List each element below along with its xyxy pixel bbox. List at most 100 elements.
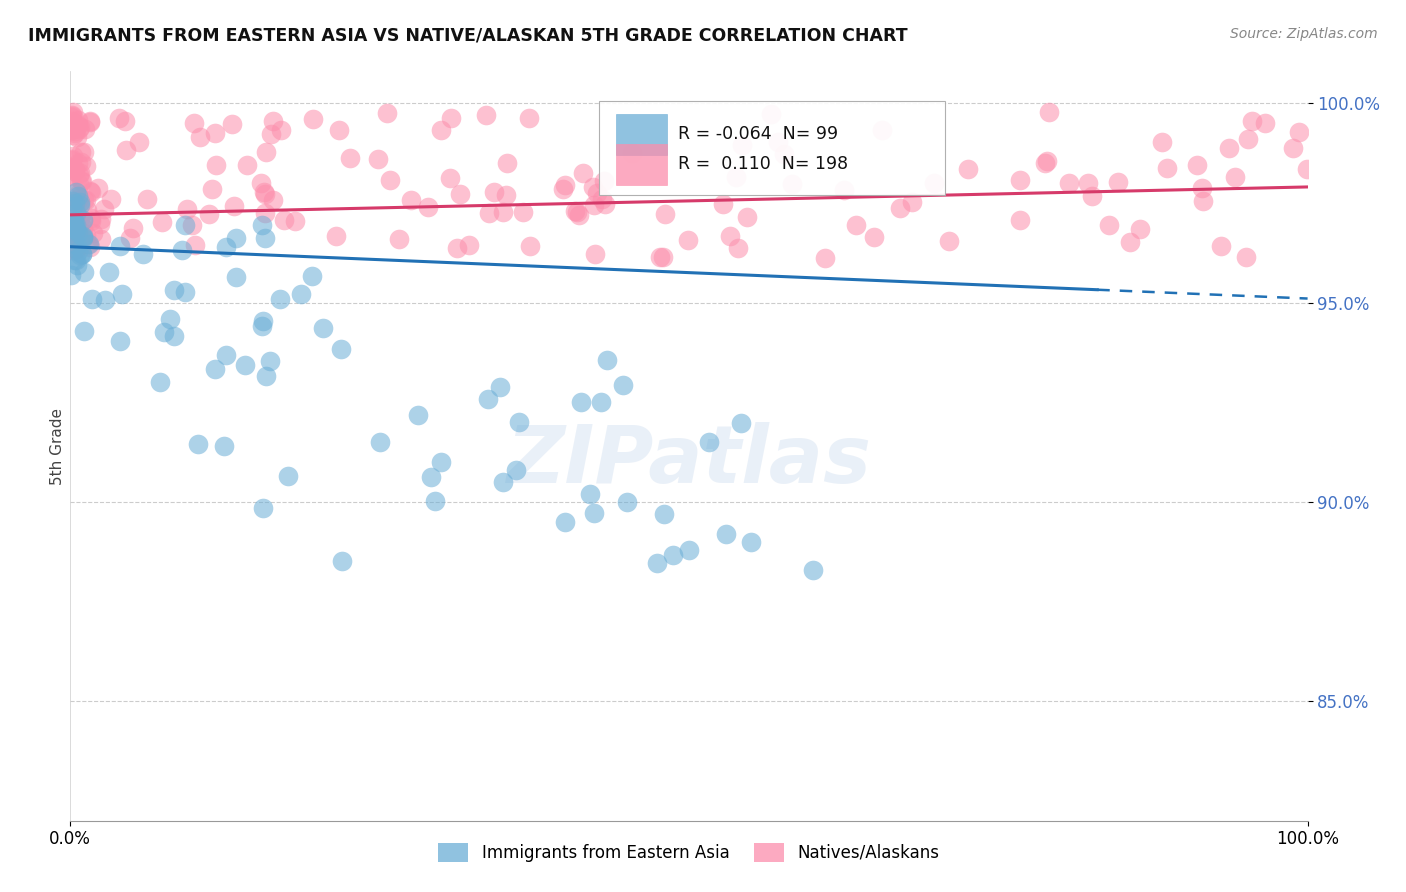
Point	[67, 155, 90, 169]
Point	[63, 161, 86, 176]
Point	[801, 563, 824, 577]
Point	[654, 207, 676, 221]
Point	[108, 334, 131, 348]
Point	[65, 196, 87, 211]
Point	[62, 149, 84, 163]
Point	[1008, 173, 1031, 187]
Point	[66, 118, 89, 132]
Point	[60, 220, 83, 235]
Point	[66, 244, 89, 259]
Text: IMMIGRANTS FROM EASTERN ASIA VS NATIVE/ALASKAN 5TH GRADE CORRELATION CHART: IMMIGRANTS FROM EASTERN ASIA VS NATIVE/A…	[28, 27, 908, 45]
Point	[201, 182, 224, 196]
Point	[253, 185, 276, 199]
Point	[260, 127, 283, 141]
Point	[446, 241, 468, 255]
Point	[135, 192, 157, 206]
Point	[65, 223, 87, 237]
Point	[65, 243, 87, 257]
Point	[1107, 175, 1129, 189]
Point	[79, 240, 101, 254]
Point	[1218, 140, 1240, 154]
Point	[114, 114, 136, 128]
Point	[62, 202, 84, 216]
Point	[652, 507, 675, 521]
Point	[153, 325, 176, 339]
Point	[901, 195, 924, 210]
Point	[60, 236, 83, 251]
Point	[551, 182, 574, 196]
Point	[204, 362, 226, 376]
Point	[339, 152, 361, 166]
Point	[648, 250, 671, 264]
Point	[565, 204, 588, 219]
Point	[69, 166, 91, 180]
Point	[1240, 114, 1263, 128]
Point	[172, 243, 194, 257]
Point	[215, 240, 238, 254]
Point	[163, 283, 186, 297]
Point	[62, 164, 84, 178]
Point	[70, 247, 93, 261]
Point	[730, 416, 752, 430]
Point	[62, 243, 84, 257]
Point	[1191, 181, 1213, 195]
Point	[269, 293, 291, 307]
Point	[1035, 154, 1057, 169]
Point	[222, 199, 245, 213]
Point	[204, 126, 226, 140]
Point	[254, 206, 277, 220]
Point	[180, 218, 202, 232]
Point	[957, 162, 980, 177]
Point	[60, 242, 83, 256]
Point	[70, 155, 93, 169]
Point	[69, 120, 91, 134]
Point	[277, 469, 299, 483]
Point	[72, 228, 94, 243]
Point	[312, 321, 335, 335]
Point	[478, 206, 501, 220]
Point	[69, 174, 91, 188]
Point	[67, 112, 90, 127]
Point	[740, 534, 762, 549]
Point	[572, 165, 595, 179]
Point	[67, 177, 90, 191]
Point	[80, 292, 103, 306]
Point	[66, 223, 89, 237]
Point	[128, 136, 150, 150]
Point	[430, 122, 453, 136]
Point	[585, 186, 607, 201]
Point	[620, 145, 643, 160]
Point	[183, 115, 205, 129]
Point	[66, 206, 89, 220]
Point	[65, 186, 87, 200]
Point	[108, 112, 131, 126]
Point	[495, 188, 517, 202]
Point	[845, 218, 868, 232]
Point	[250, 318, 273, 333]
Point	[1288, 125, 1310, 139]
Point	[508, 416, 530, 430]
Point	[186, 437, 208, 451]
Point	[79, 115, 101, 129]
Point	[1077, 177, 1099, 191]
Point	[72, 221, 94, 235]
Point	[489, 379, 512, 393]
Point	[72, 231, 94, 245]
Point	[63, 252, 86, 267]
Point	[583, 506, 606, 520]
Point	[651, 250, 673, 264]
Point	[69, 211, 91, 226]
Point	[780, 177, 803, 191]
Point	[225, 269, 247, 284]
Point	[1033, 155, 1056, 169]
Point	[62, 204, 84, 219]
Point	[72, 213, 94, 227]
Point	[832, 183, 855, 197]
Point	[583, 246, 606, 260]
Point	[120, 230, 142, 244]
Point	[60, 123, 83, 137]
Point	[176, 202, 198, 217]
Point	[519, 238, 541, 252]
Point	[735, 210, 758, 224]
Point	[425, 494, 447, 508]
